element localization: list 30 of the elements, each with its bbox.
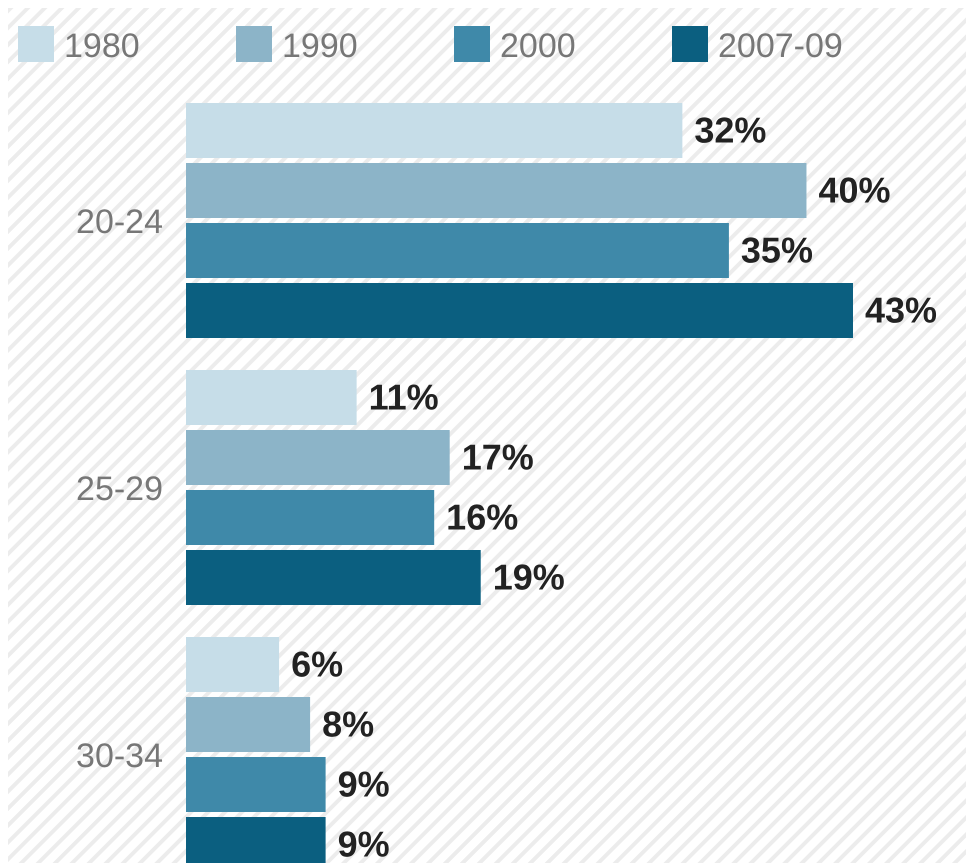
y-tick-label: 20-24 — [76, 203, 163, 241]
bar — [186, 223, 729, 278]
bar — [186, 283, 853, 338]
bar — [186, 430, 450, 485]
bar — [186, 697, 310, 752]
bar — [186, 550, 481, 605]
data-label: 11% — [368, 376, 439, 418]
data-label: 6% — [291, 644, 344, 684]
y-tick-label: 30-34 — [76, 737, 163, 775]
legend-label: 2007-09 — [718, 27, 843, 65]
bar — [186, 103, 682, 158]
legend-label: 1980 — [64, 27, 140, 65]
bar — [186, 757, 326, 812]
data-label: 9% — [338, 824, 390, 863]
bar — [186, 163, 806, 218]
data-label: 16% — [446, 496, 518, 538]
data-label: 43% — [865, 290, 938, 330]
data-label: 19% — [492, 556, 565, 598]
data-label: 32% — [694, 110, 766, 150]
data-label: 40% — [818, 170, 891, 210]
bar — [186, 490, 434, 545]
y-tick-label: 25-29 — [76, 470, 163, 508]
legend-label: 2000 — [500, 27, 576, 65]
data-label: 8% — [322, 704, 374, 744]
data-label: 9% — [338, 764, 390, 804]
data-label: 17% — [462, 436, 534, 478]
bar — [186, 637, 280, 692]
bar — [186, 370, 357, 425]
data-label: 35% — [740, 230, 813, 270]
legend-label: 1990 — [282, 27, 358, 65]
